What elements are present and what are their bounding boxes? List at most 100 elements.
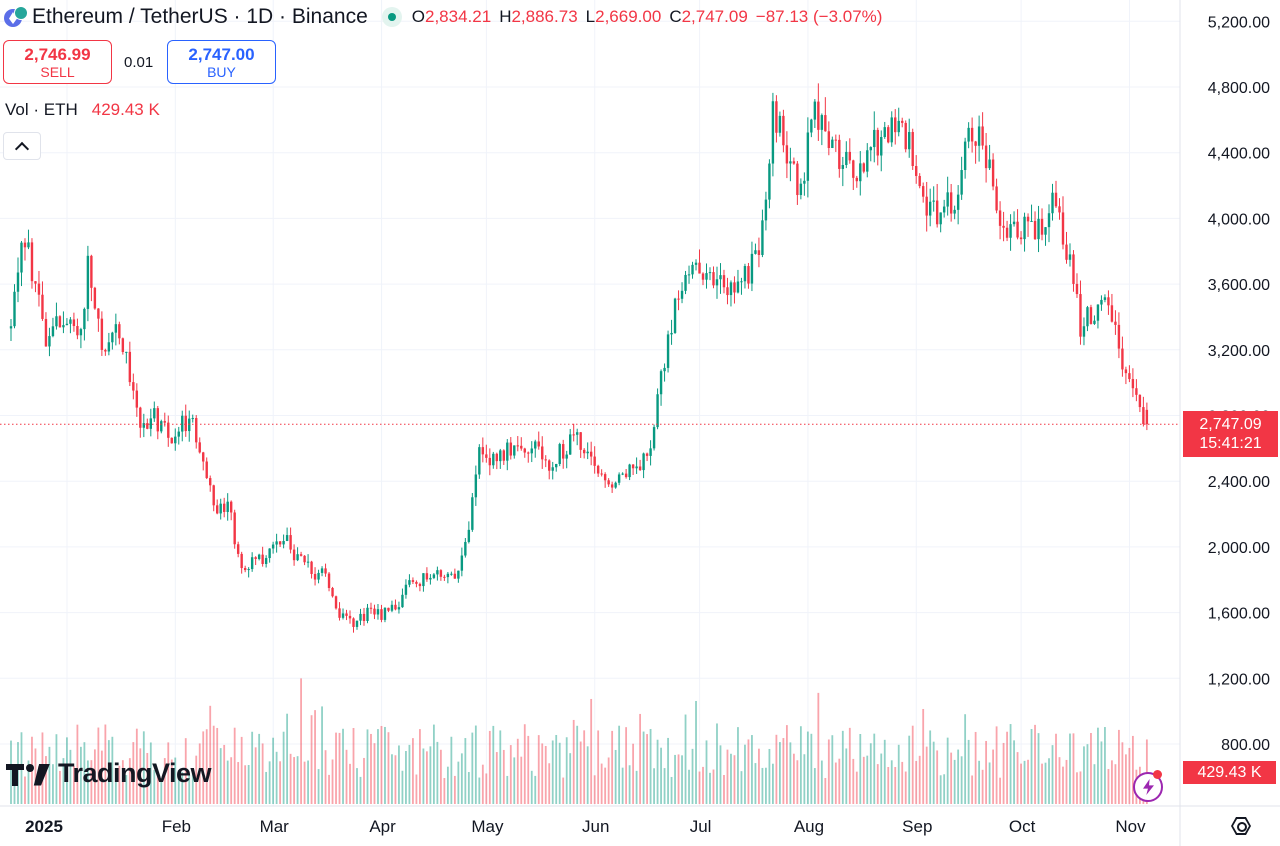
candle-body (299, 554, 303, 556)
candle-body (282, 540, 285, 545)
candle-body (866, 150, 869, 172)
candle-body (383, 607, 387, 620)
volume-bar (188, 775, 191, 804)
volume-bar (618, 725, 621, 804)
candle-body (582, 449, 586, 454)
volume-bar (712, 769, 715, 804)
volume-bar (226, 760, 229, 804)
volume-bar (792, 753, 795, 804)
candle-body (453, 573, 457, 579)
sell-button[interactable]: 2,746.99 SELL (3, 40, 112, 84)
volume-bar (1020, 763, 1022, 804)
volume-bar (10, 740, 12, 804)
volume-bar (45, 756, 47, 804)
spread-value: 0.01 (124, 54, 154, 71)
candle-body (1079, 294, 1082, 337)
candle-body (991, 159, 995, 187)
volume-bar (988, 762, 991, 804)
volume-bar (167, 742, 170, 804)
symbol-header[interactable]: Ethereum / TetherUS · 1D · Binance O2,83… (4, 4, 882, 30)
volume-bar (691, 748, 694, 804)
time-axis-label: Aug (794, 817, 824, 836)
volume-bar (317, 769, 320, 804)
buy-label: BUY (207, 63, 236, 80)
candle-body (915, 166, 918, 176)
candle-body (502, 450, 505, 461)
candle-body (222, 503, 226, 512)
volume-bar (838, 758, 841, 804)
volume-bar (723, 775, 725, 804)
candle-body (327, 573, 331, 588)
volume-bar (286, 713, 289, 804)
volume-bar (761, 767, 764, 804)
volume-bar (747, 739, 750, 804)
candle-body (209, 478, 212, 486)
candle-body (631, 464, 635, 469)
volume-bar (485, 773, 488, 804)
candle-body (443, 576, 446, 578)
candle-body (901, 120, 904, 123)
time-axis-label: May (471, 817, 504, 836)
volume-bar (709, 772, 711, 804)
volume-legend[interactable]: Vol · ETH 429.43 K (5, 100, 160, 120)
volume-bar (467, 772, 470, 804)
candle-body (921, 186, 925, 197)
candle-body (467, 529, 471, 542)
candle-body (701, 273, 705, 280)
price-axis-label: 4,400.00 (1208, 146, 1270, 163)
candle-body (111, 332, 114, 343)
volume-bar (946, 737, 949, 804)
volume-bar (314, 710, 316, 804)
candle-body (1082, 326, 1086, 337)
volume-bar (1079, 771, 1082, 804)
candle-body (369, 607, 373, 609)
volume-bar (681, 755, 683, 804)
candle-body (1114, 321, 1117, 325)
candle-body (1135, 388, 1138, 395)
candle-body (970, 127, 974, 142)
volume-bar (177, 770, 180, 804)
candle-body (495, 453, 499, 462)
candle-body (953, 209, 956, 214)
volume-bar (674, 754, 676, 804)
candle-body (205, 461, 208, 479)
time-axis-label: Nov (1115, 817, 1146, 836)
collapse-legend-button[interactable] (3, 132, 41, 160)
candle-body (464, 541, 467, 556)
grid-lines (0, 0, 1180, 806)
volume-bar (412, 738, 414, 804)
tradingview-logo[interactable]: TradingView (6, 758, 212, 789)
candle-body (310, 561, 313, 574)
volume-bar (76, 724, 79, 804)
symbol-title[interactable]: Ethereum / TetherUS · 1D · Binance (32, 5, 368, 28)
settings-icon[interactable] (1230, 815, 1252, 837)
volume-bar (607, 757, 610, 804)
volume-bar (628, 765, 631, 804)
time-axis-label: Mar (260, 817, 290, 836)
candle-body (883, 127, 886, 138)
volume-bar (373, 743, 376, 804)
candle-body (90, 255, 93, 288)
volume-bar (642, 731, 645, 804)
volume-bar (356, 768, 358, 804)
volume-bar (824, 778, 827, 804)
candle-body (250, 557, 254, 570)
volume-bar (139, 748, 142, 804)
candle-body (998, 210, 1002, 226)
volume-bar (90, 760, 93, 804)
volume-bar (247, 765, 250, 804)
candle-body (743, 266, 747, 282)
candle-body (107, 342, 111, 352)
volume-bar (331, 759, 334, 804)
buy-button[interactable]: 2,747.00 BUY (167, 40, 276, 84)
candle-body (485, 454, 488, 458)
volume-bar (698, 771, 701, 804)
candle-body (306, 561, 310, 563)
candle-body (236, 544, 240, 554)
candle-body (153, 408, 156, 419)
volume-bar (1055, 733, 1057, 804)
notification-dot (1153, 770, 1162, 779)
volume-bar (957, 749, 960, 804)
